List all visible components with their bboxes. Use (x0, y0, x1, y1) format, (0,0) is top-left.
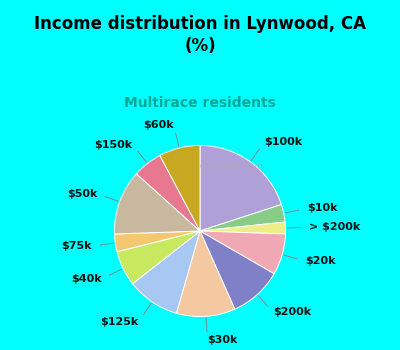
Text: > $200k: > $200k (310, 222, 361, 232)
Text: $30k: $30k (208, 335, 238, 345)
Wedge shape (136, 155, 200, 231)
Wedge shape (160, 146, 200, 231)
Text: $40k: $40k (71, 274, 102, 284)
Text: Multirace residents: Multirace residents (124, 96, 276, 110)
Text: $150k: $150k (94, 140, 132, 150)
Text: $125k: $125k (100, 317, 139, 327)
Text: $200k: $200k (273, 307, 312, 317)
Wedge shape (176, 231, 235, 316)
Wedge shape (117, 231, 200, 284)
Wedge shape (200, 231, 274, 309)
Text: City-Data.com: City-Data.com (200, 162, 264, 171)
Wedge shape (114, 231, 200, 252)
Text: $50k: $50k (67, 189, 97, 198)
Text: $100k: $100k (264, 138, 302, 147)
Wedge shape (114, 174, 200, 234)
Wedge shape (200, 231, 286, 274)
Text: $60k: $60k (143, 120, 174, 130)
Text: $10k: $10k (307, 203, 338, 213)
Wedge shape (132, 231, 200, 313)
Text: $75k: $75k (61, 241, 92, 251)
Wedge shape (200, 146, 281, 231)
Wedge shape (200, 204, 285, 231)
Text: $20k: $20k (305, 256, 336, 266)
Text: Income distribution in Lynwood, CA
(%): Income distribution in Lynwood, CA (%) (34, 15, 366, 55)
Wedge shape (200, 222, 286, 234)
